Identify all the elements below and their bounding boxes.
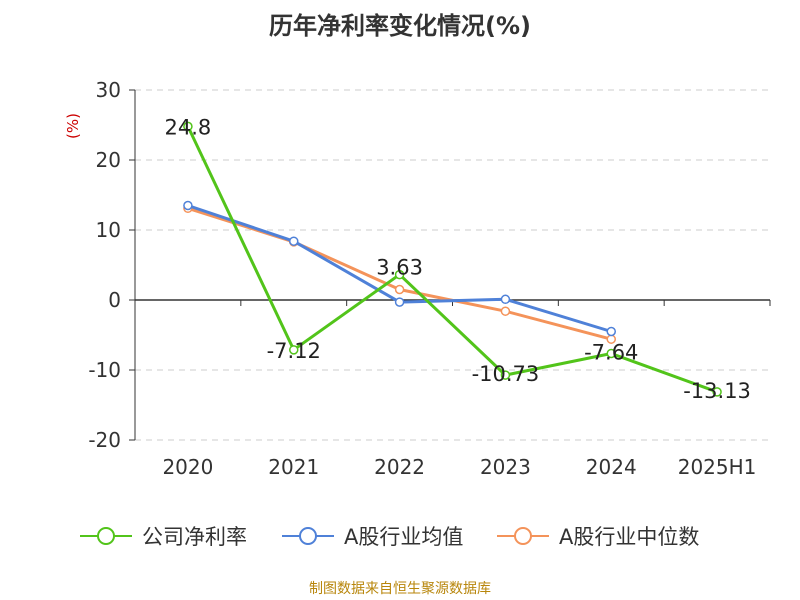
data-label: 24.8 [165, 115, 212, 139]
legend-marker [97, 527, 115, 545]
legend-label: 公司净利率 [142, 525, 247, 549]
x-tick-label: 2021 [268, 455, 319, 479]
y-tick-label: 30 [96, 78, 121, 102]
y-tick-label: -20 [88, 428, 121, 452]
data-label: -10.73 [472, 362, 540, 386]
x-tick-label: 2023 [480, 455, 531, 479]
data-point [289, 345, 299, 355]
data-label: 3.63 [376, 256, 423, 280]
y-axis-label: (%) [64, 113, 82, 139]
data-label: -13.13 [683, 379, 751, 403]
data-label: -7.64 [584, 340, 638, 364]
series-line-0 [186, 125, 718, 394]
data-point [394, 269, 405, 280]
data-point [500, 294, 511, 305]
data-point [606, 348, 616, 359]
y-tick-label: 10 [96, 218, 121, 242]
chart-title: 历年净利率变化情况(%) [269, 12, 531, 40]
legend-marker [514, 527, 532, 545]
data-point [183, 121, 193, 132]
y-tick-label: 0 [108, 288, 121, 312]
y-tick-label: 20 [96, 148, 121, 172]
x-tick-label: 2024 [586, 455, 637, 479]
data-point [500, 306, 511, 316]
data-point [289, 236, 299, 246]
x-tick-label: 2022 [374, 455, 425, 479]
source-note: 制图数据来自恒生聚源数据库 [309, 581, 491, 597]
data-point [606, 326, 616, 337]
data-point [500, 370, 511, 380]
legend-marker [299, 527, 317, 545]
legend-label: A股行业均值 [344, 525, 463, 549]
data-label: -7.12 [267, 339, 321, 363]
data-point [183, 200, 193, 211]
data-point [394, 297, 405, 307]
data-point [394, 284, 405, 295]
y-tick-label: -10 [88, 358, 121, 382]
x-tick-label: 2025H1 [678, 455, 757, 479]
data-point [712, 387, 722, 397]
x-tick-label: 2020 [162, 455, 213, 479]
legend-label: A股行业中位数 [559, 525, 699, 549]
